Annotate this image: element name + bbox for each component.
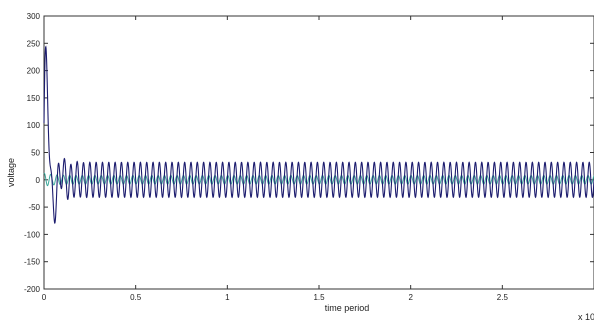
y-tick-label: -150	[24, 258, 41, 267]
plot-frame	[43, 15, 594, 290]
x-tick-label: 2	[408, 293, 413, 302]
y-tick-label: -100	[24, 230, 41, 239]
series-line-main	[43, 45, 594, 225]
y-tick-label: -200	[24, 285, 41, 294]
y-tick-label: 50	[31, 149, 40, 158]
x-tick-label: 0.5	[130, 293, 142, 302]
x-axis-multiplier: x 10	[578, 312, 594, 322]
x-tick-label: 2.5	[497, 293, 509, 302]
y-tick-label: -50	[28, 203, 40, 212]
labels-layer: time period voltage x 10	[6, 158, 594, 322]
y-tick-label: 200	[27, 67, 41, 76]
y-tick-label: 150	[27, 94, 41, 103]
x-axis-label: time period	[325, 303, 370, 313]
y-tick-label: 0	[36, 176, 41, 185]
y-axis-label: voltage	[6, 158, 16, 187]
y-tick-label: 300	[27, 12, 41, 21]
x-tick-label: 0	[42, 293, 47, 302]
x-tick-label: 1	[225, 293, 230, 302]
series-layer	[43, 45, 594, 225]
y-tick-label: 250	[27, 39, 41, 48]
axes-layer: -200 -150 -100 -50 0 50 100 150 200 250 300 0 0.5 1 1.…	[24, 12, 594, 302]
y-tick-label: 100	[27, 121, 41, 130]
x-tick-label: 1.5	[313, 293, 325, 302]
